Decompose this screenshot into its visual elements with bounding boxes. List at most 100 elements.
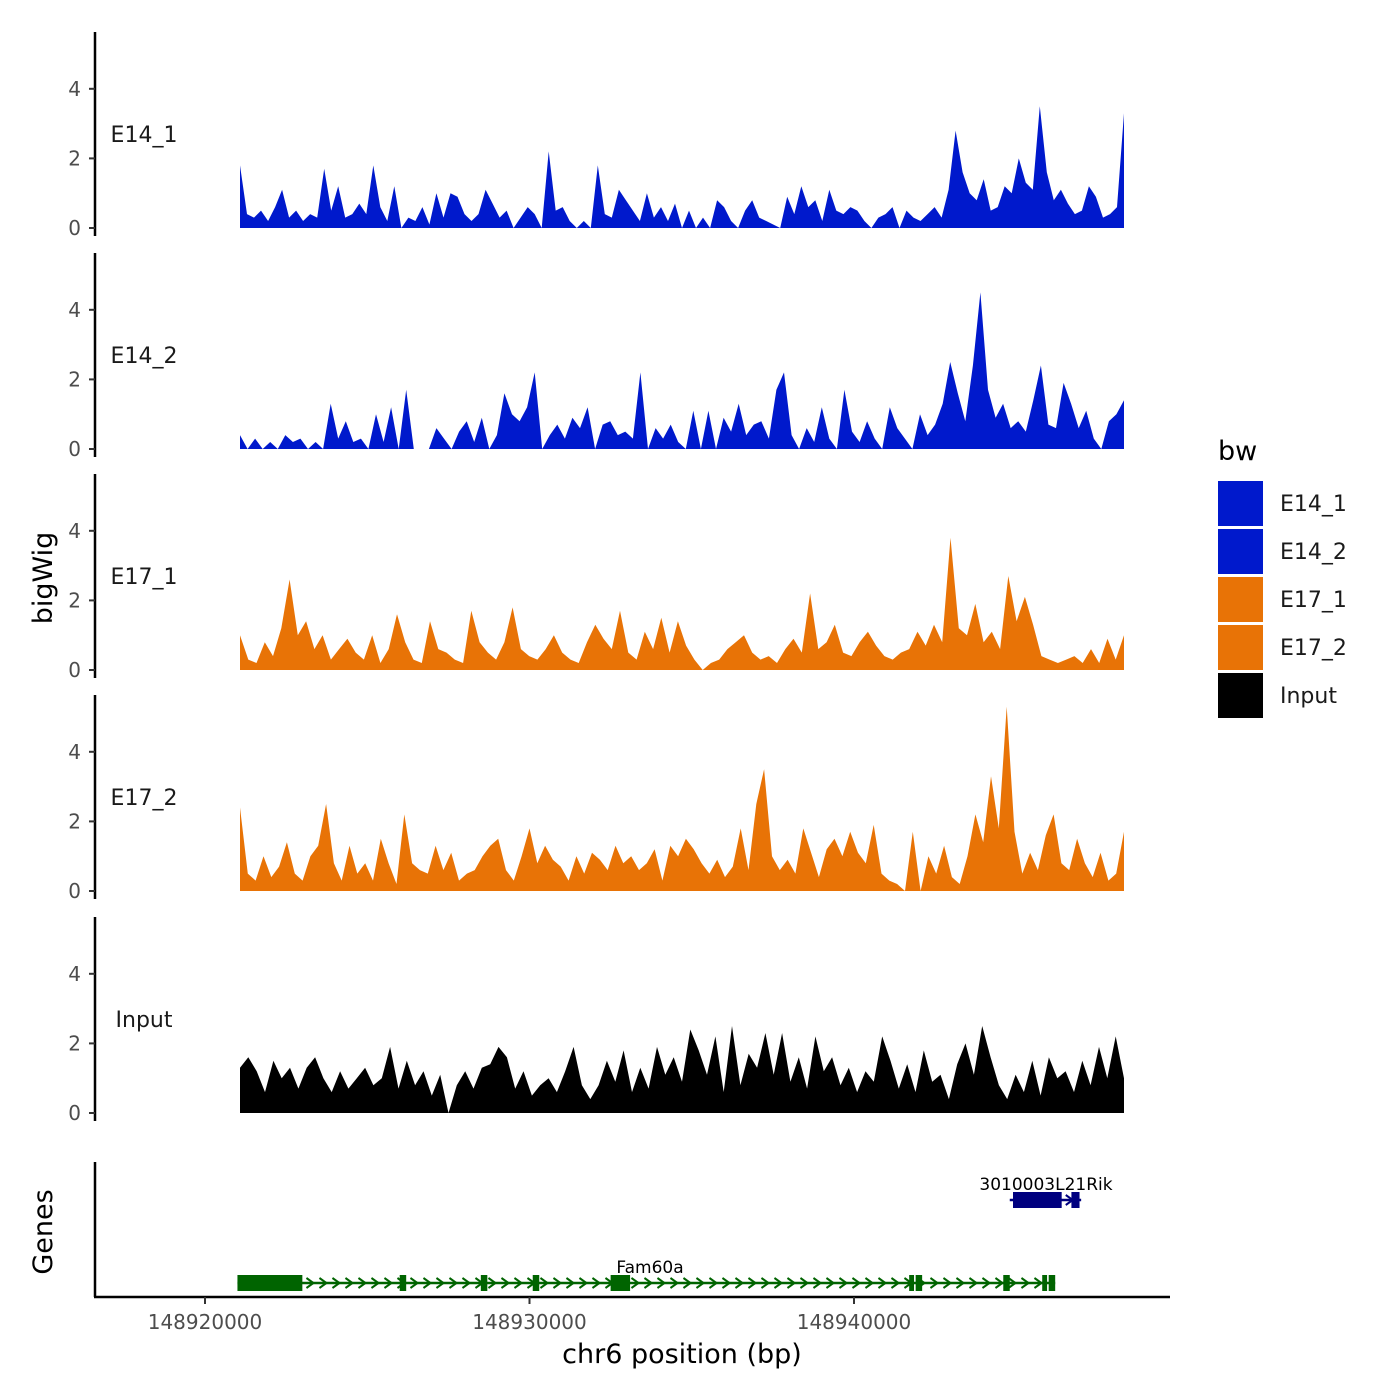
strand-chevron: [422, 1277, 433, 1289]
signal-area-E14_2: [240, 292, 1124, 449]
y-tick-label: 2: [68, 809, 81, 833]
y-tick-label: 2: [68, 146, 81, 170]
signal-area-E17_1: [240, 537, 1124, 670]
legend-label-Input: Input: [1280, 684, 1337, 709]
track-E17_2: 0 2 4 E17_2: [68, 695, 1124, 903]
strand-chevron: [786, 1277, 797, 1289]
legend-swatch-Input: [1218, 673, 1263, 718]
gene-exon: [532, 1275, 540, 1291]
legend-label-E17_2: E17_2: [1280, 636, 1347, 661]
strand-chevron: [734, 1277, 745, 1289]
gene-exon: [915, 1275, 923, 1291]
strand-chevron: [721, 1277, 732, 1289]
strand-chevron: [929, 1277, 940, 1289]
signal-area-Input: [240, 1026, 1124, 1113]
strand-chevron: [656, 1277, 667, 1289]
legend-label-E14_1: E14_1: [1280, 492, 1347, 517]
legend: bw E14_1 E14_2 E17_1 E17_2 Input: [1218, 436, 1347, 718]
legend-swatch-E14_2: [1218, 529, 1263, 574]
strand-chevron: [383, 1277, 394, 1289]
y-axis-title: bigWig: [28, 532, 59, 625]
strand-chevron: [565, 1277, 576, 1289]
strand-chevron: [305, 1277, 316, 1289]
gene-exon: [1071, 1192, 1080, 1208]
strand-chevron: [669, 1277, 680, 1289]
x-tick-label: 148940000: [797, 1310, 912, 1334]
y-tick-label: 2: [68, 367, 81, 391]
strand-chevron: [539, 1277, 550, 1289]
track-label: E17_1: [111, 565, 178, 590]
y-tick-label: 0: [68, 216, 81, 240]
strand-chevron: [695, 1277, 706, 1289]
strand-chevron: [682, 1277, 693, 1289]
y-tick-label: 0: [68, 879, 81, 903]
strand-chevron: [487, 1277, 498, 1289]
strand-chevron: [513, 1277, 524, 1289]
track-label: E14_2: [111, 344, 178, 369]
strand-chevron: [500, 1277, 511, 1289]
strand-chevron: [955, 1277, 966, 1289]
y-tick-label: 2: [68, 1031, 81, 1055]
strand-chevron: [994, 1277, 1005, 1289]
legend-swatch-E17_1: [1218, 577, 1263, 622]
y-tick-label: 0: [68, 658, 81, 682]
strand-chevron: [357, 1277, 368, 1289]
gene-Fam60a: Fam60a: [237, 1258, 1056, 1291]
gene-exon: [237, 1275, 303, 1291]
genes-axis-title: Genes: [28, 1189, 59, 1274]
gene-exon: [610, 1275, 631, 1291]
strand-chevron: [942, 1277, 953, 1289]
strand-chevron: [1033, 1277, 1044, 1289]
gene-exon: [909, 1275, 915, 1291]
strand-chevron: [773, 1277, 784, 1289]
legend-label-E14_2: E14_2: [1280, 540, 1347, 565]
track-label: Input: [116, 1008, 173, 1033]
track-E14_1: 0 2 4 E14_1: [68, 32, 1124, 240]
track-label: E14_1: [111, 123, 178, 148]
strand-chevron: [981, 1277, 992, 1289]
gene-exon: [480, 1275, 488, 1291]
legend-swatch-E17_2: [1218, 625, 1263, 670]
strand-chevron: [461, 1277, 472, 1289]
track-Input: 0 2 4 Input: [68, 917, 1124, 1125]
strand-chevron: [864, 1277, 875, 1289]
strand-chevron: [630, 1277, 641, 1289]
gene-exon: [399, 1275, 407, 1291]
gene-3010003L21Rik: 3010003L21Rik: [979, 1175, 1113, 1208]
strand-chevron: [708, 1277, 719, 1289]
y-tick-label: 4: [68, 962, 81, 986]
strand-chevron: [890, 1277, 901, 1289]
strand-chevron: [825, 1277, 836, 1289]
y-tick-label: 2: [68, 588, 81, 612]
strand-chevron: [838, 1277, 849, 1289]
y-tick-label: 4: [68, 77, 81, 101]
y-tick-label: 0: [68, 1101, 81, 1125]
gene-exon: [1003, 1275, 1010, 1291]
strand-chevron: [1007, 1277, 1018, 1289]
x-tick-label: 148930000: [472, 1310, 587, 1334]
legend-title: bw: [1218, 436, 1257, 467]
strand-chevron: [331, 1277, 342, 1289]
strand-chevron: [851, 1277, 862, 1289]
strand-chevron: [1020, 1277, 1031, 1289]
legend-swatch-E14_1: [1218, 481, 1263, 526]
strand-chevron: [435, 1277, 446, 1289]
strand-chevron: [643, 1277, 654, 1289]
gene-exon: [1048, 1275, 1056, 1291]
legend-label-E17_1: E17_1: [1280, 588, 1347, 613]
strand-chevron: [552, 1277, 563, 1289]
strand-chevron: [799, 1277, 810, 1289]
genes-panel: 148920000 148930000 148940000 Fam60a 3010003…: [93, 1162, 1170, 1334]
strand-chevron: [812, 1277, 823, 1289]
gene-label: Fam60a: [616, 1258, 683, 1278]
signal-area-E14_1: [240, 106, 1124, 228]
track-E17_1: 0 2 4 E17_1: [68, 474, 1124, 682]
gene-label: 3010003L21Rik: [979, 1175, 1112, 1195]
strand-chevron: [344, 1277, 355, 1289]
strand-chevron: [591, 1277, 602, 1289]
y-tick-label: 4: [68, 519, 81, 543]
x-axis-title: chr6 position (bp): [562, 1339, 802, 1370]
signal-area-E17_2: [240, 706, 1124, 891]
gene-exon: [1042, 1275, 1048, 1291]
